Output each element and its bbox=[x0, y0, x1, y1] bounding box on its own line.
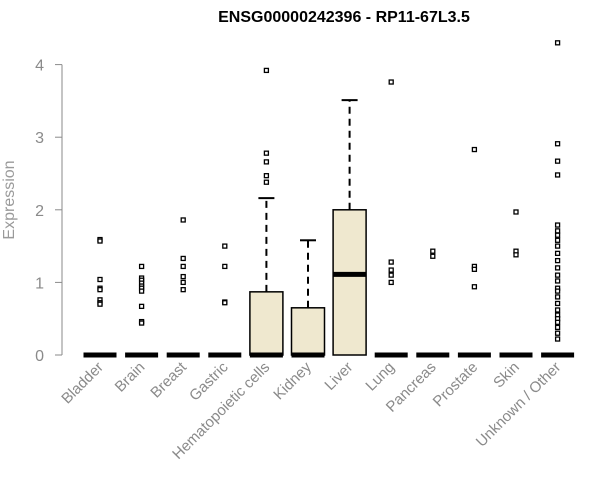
y-tick-label: 3 bbox=[35, 130, 44, 147]
outlier-point bbox=[554, 158, 561, 164]
outlier-point bbox=[554, 228, 561, 234]
x-tick-label: Liver bbox=[321, 359, 356, 394]
outlier-point bbox=[554, 272, 561, 278]
box-group bbox=[249, 67, 284, 358]
box-group bbox=[166, 217, 200, 358]
outlier-point bbox=[471, 266, 478, 272]
outlier-point bbox=[554, 237, 561, 243]
outlier-point bbox=[388, 267, 394, 273]
outlier-point bbox=[263, 150, 270, 156]
box-group bbox=[416, 248, 450, 358]
box-iqr bbox=[249, 291, 284, 356]
box-group bbox=[83, 236, 117, 358]
chart-title: ENSG00000242396 - RP11-67L3.5 bbox=[218, 9, 470, 26]
outlier-point bbox=[180, 287, 186, 293]
box-iqr bbox=[290, 307, 326, 356]
outlier-point bbox=[554, 222, 561, 228]
outlier-point bbox=[180, 279, 186, 286]
x-tick-label: Bladder bbox=[58, 359, 107, 408]
x-tick-label: Prostate bbox=[430, 359, 482, 411]
outlier-point bbox=[513, 209, 519, 215]
outlier-point bbox=[554, 330, 561, 336]
outlier-point bbox=[554, 288, 561, 294]
outlier-point bbox=[388, 272, 394, 278]
y-tick-label: 2 bbox=[35, 203, 44, 220]
outlier-point bbox=[554, 300, 561, 307]
box-group bbox=[374, 79, 408, 358]
box-group bbox=[290, 239, 326, 358]
outlier-point bbox=[554, 40, 561, 46]
x-tick-label: Brain bbox=[112, 359, 149, 396]
outlier-point bbox=[180, 217, 186, 223]
y-axis-label: Expression bbox=[1, 160, 18, 239]
plot-area bbox=[83, 40, 575, 358]
y-tick-label: 4 bbox=[35, 58, 44, 75]
outlier-point bbox=[97, 287, 103, 293]
outlier-point bbox=[138, 263, 145, 270]
outlier-point bbox=[222, 243, 228, 249]
x-tick-label: Breast bbox=[147, 358, 190, 401]
outlier-point bbox=[388, 259, 394, 265]
y-axis: 0 1 2 3 4 bbox=[35, 58, 63, 365]
outlier-point bbox=[138, 288, 145, 294]
box-group bbox=[208, 243, 242, 358]
outlier-point bbox=[388, 279, 394, 286]
outlier-point bbox=[97, 238, 103, 244]
outlier-point bbox=[138, 303, 145, 310]
outlier-point bbox=[97, 276, 103, 283]
outlier-point bbox=[263, 173, 270, 179]
outlier-point bbox=[388, 79, 394, 85]
outlier-point bbox=[554, 336, 561, 342]
box-iqr bbox=[332, 209, 367, 356]
outlier-point bbox=[554, 172, 561, 178]
outlier-point bbox=[554, 257, 561, 264]
outlier-point bbox=[263, 159, 270, 165]
x-tick-label: Lung bbox=[362, 359, 398, 395]
box-group bbox=[499, 209, 533, 358]
outlier-point bbox=[430, 253, 436, 259]
outlier-point bbox=[471, 146, 478, 153]
box-group bbox=[125, 263, 159, 358]
outlier-point bbox=[430, 248, 436, 254]
outlier-point bbox=[554, 278, 561, 284]
outlier-point bbox=[554, 307, 561, 313]
outlier-point bbox=[513, 252, 519, 258]
outlier-point bbox=[180, 263, 186, 270]
outlier-point bbox=[554, 294, 561, 300]
box-group bbox=[332, 99, 367, 356]
outlier-point bbox=[222, 300, 228, 306]
outlier-point bbox=[554, 265, 561, 271]
outlier-point bbox=[97, 301, 103, 307]
outlier-point bbox=[554, 232, 561, 238]
x-tick-label: Kidney bbox=[270, 358, 315, 403]
outlier-point bbox=[222, 263, 228, 270]
outlier-point bbox=[263, 179, 270, 185]
outlier-point bbox=[554, 141, 561, 147]
outlier-point bbox=[554, 324, 561, 331]
outlier-point bbox=[180, 273, 186, 280]
box-group bbox=[541, 40, 575, 358]
outlier-point bbox=[471, 284, 478, 290]
outlier-point bbox=[138, 320, 145, 326]
x-tick-label: Skin bbox=[490, 359, 523, 392]
box-group bbox=[457, 146, 491, 358]
y-tick-label: 1 bbox=[35, 275, 44, 292]
outlier-point bbox=[554, 319, 561, 325]
outlier-point bbox=[554, 243, 561, 249]
outlier-point bbox=[263, 67, 270, 74]
y-tick-label: 0 bbox=[35, 348, 44, 365]
outlier-point bbox=[554, 250, 561, 257]
outlier-point bbox=[180, 255, 186, 262]
